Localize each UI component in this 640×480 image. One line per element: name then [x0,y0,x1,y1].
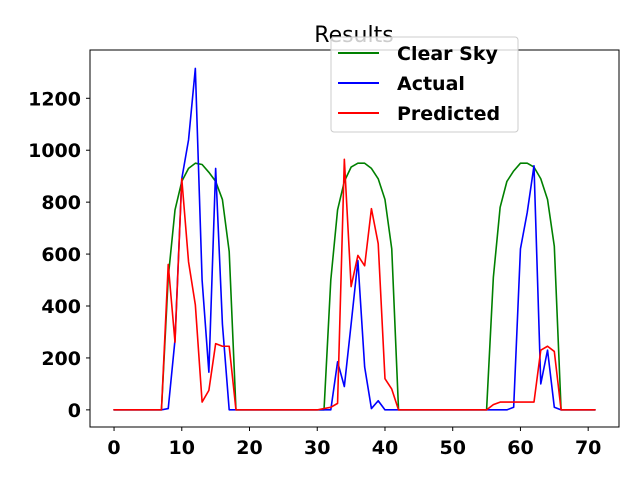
legend-label-clear-sky: Clear Sky [397,43,498,65]
y-tick-label: 0 [68,400,81,422]
x-tick-label: 30 [304,437,330,459]
y-tick-label: 200 [41,348,81,370]
legend: Clear Sky Actual Predicted [330,36,519,133]
x-tick-label: 40 [372,437,398,459]
y-tick-label: 1200 [28,88,81,110]
series-line-predicted [113,158,596,411]
series-layer [113,67,596,411]
y-tick-label: 600 [41,244,81,266]
x-tick-label: 60 [507,437,533,459]
x-tick-label: 20 [236,437,262,459]
legend-label-predicted: Predicted [397,103,500,125]
legend-label-actual: Actual [397,73,465,95]
x-tick-label: 0 [107,437,120,459]
series-line-actual [113,67,596,411]
x-tick-label: 70 [575,437,601,459]
series-line-clear-sky [113,162,596,411]
y-tick-label: 800 [41,192,81,214]
y-tick-label: 1000 [28,140,81,162]
y-tick-label: 400 [41,296,81,318]
x-tick-label: 50 [439,437,465,459]
legend-box [330,36,519,133]
axis-layer: 0 10 20 30 40 50 60 70 0 200 400 600 800 1000 1200 [28,88,601,459]
x-tick-label: 10 [169,437,195,459]
